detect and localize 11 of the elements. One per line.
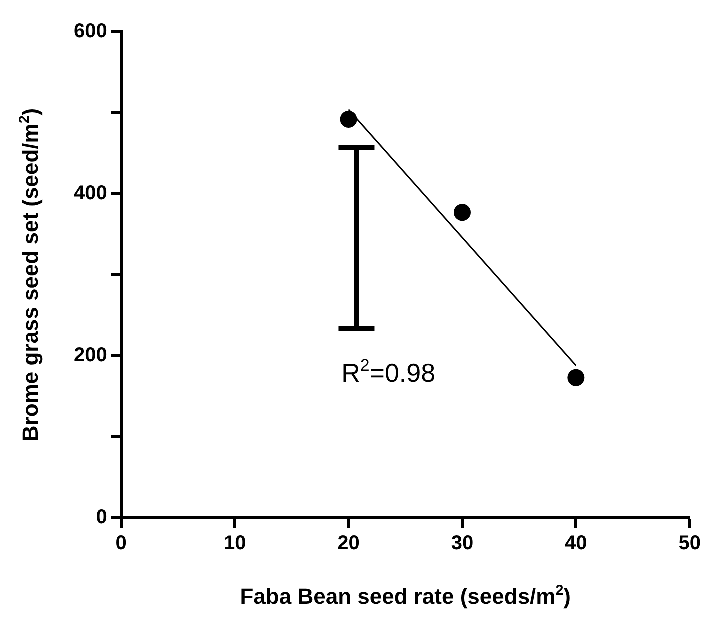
x-tick-label: 50 [678,532,701,555]
y-tick-label: 0 [96,506,108,529]
x-tick-label: 10 [224,532,246,555]
x-tick-label: 20 [338,532,360,555]
y-tick-label: 200 [74,344,108,367]
x-tick-label: 30 [451,532,474,555]
y-tick-label: 400 [74,182,108,205]
x-tick-label: 0 [116,532,127,555]
y-tick-label: 600 [74,20,108,43]
x-tick-label: 40 [565,532,588,555]
y-axis-title: Brome grass seed set (seed/m2) [16,108,43,442]
